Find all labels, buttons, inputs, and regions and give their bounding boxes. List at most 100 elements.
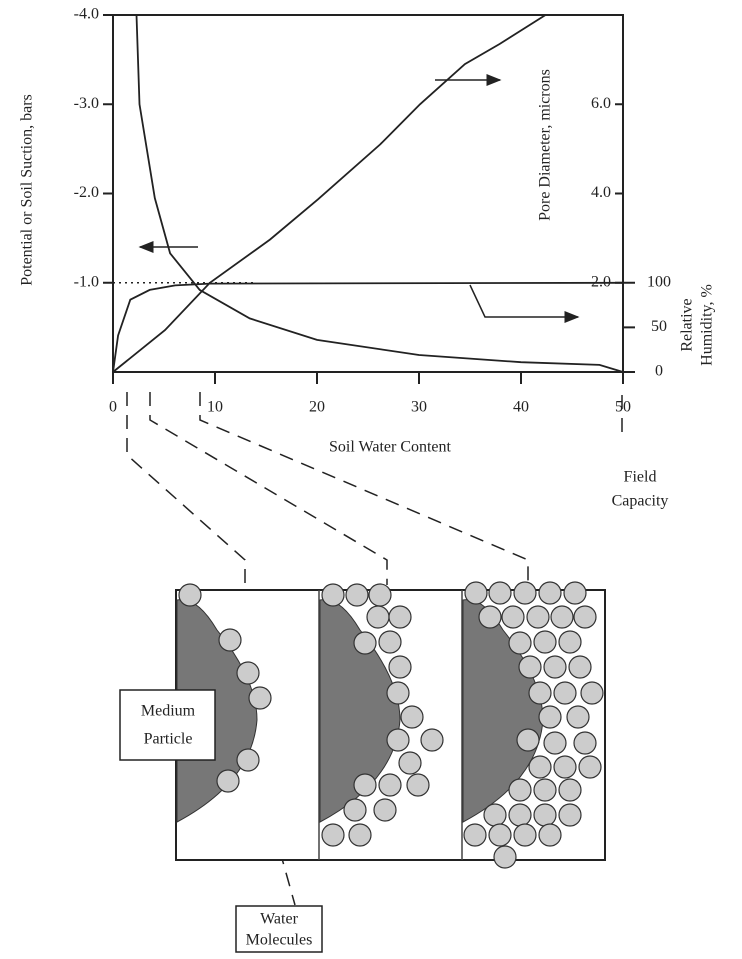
water-molecule [518, 655, 542, 679]
water-molecule [568, 655, 592, 679]
water-molecule [543, 731, 567, 755]
water-molecule [508, 631, 532, 655]
water-molecule [478, 605, 502, 629]
water-molecule [345, 583, 369, 607]
label-box [119, 689, 216, 761]
water-molecule [321, 823, 345, 847]
water-molecule [493, 845, 517, 869]
water-molecule [573, 605, 597, 629]
water-molecule [488, 823, 512, 847]
water-molecule [248, 686, 272, 710]
water-molecule [513, 823, 537, 847]
water-molecule [558, 630, 582, 654]
water-molecule [366, 605, 390, 629]
x-tick-label: 40 [513, 399, 529, 416]
water-molecule [218, 628, 242, 652]
water-molecule [533, 778, 557, 802]
water-molecule [236, 661, 260, 685]
water-molecule [513, 581, 537, 605]
water-molecule [343, 798, 367, 822]
water-molecule [368, 583, 392, 607]
water-molecule [178, 583, 202, 607]
y3-axis-title: Humidity, % [699, 284, 716, 366]
water-molecule [526, 605, 550, 629]
water-molecule [578, 755, 602, 779]
x-tick-label: 10 [207, 399, 223, 416]
annotation: Water [260, 911, 298, 928]
annotation: Field [624, 469, 657, 486]
water-molecule [463, 823, 487, 847]
y2-tick-label: 2.0 [591, 273, 611, 290]
y2-axis-title: Pore Diameter, microns [537, 69, 554, 221]
water-molecule [464, 581, 488, 605]
annotation: Medium [141, 703, 196, 720]
water-molecule [373, 798, 397, 822]
data-line [112, 14, 546, 373]
water-molecule [538, 581, 562, 605]
water-molecule [488, 581, 512, 605]
y2-tick-label: 6.0 [591, 95, 611, 112]
water-molecule [558, 778, 582, 802]
water-molecule [483, 803, 507, 827]
water-molecule [216, 769, 240, 793]
water-molecule [398, 751, 422, 775]
water-molecule [508, 778, 532, 802]
particle-diagram [175, 581, 606, 869]
label-box [235, 905, 323, 953]
y3-axis-title: Relative [679, 298, 696, 351]
water-molecule [566, 705, 590, 729]
x-tick-label: 0 [109, 399, 117, 416]
water-molecule [501, 605, 525, 629]
water-molecule [538, 823, 562, 847]
water-molecule [388, 605, 412, 629]
water-molecule [550, 605, 574, 629]
water-molecule [378, 773, 402, 797]
y-tick-label: -3.0 [74, 95, 99, 112]
x-tick-label: 20 [309, 399, 325, 416]
y3-tick-label: 0 [655, 363, 663, 380]
water-molecule [406, 773, 430, 797]
water-molecule [321, 583, 345, 607]
y-tick-label: -4.0 [74, 6, 99, 23]
water-molecule [563, 581, 587, 605]
y2-tick-label: 4.0 [591, 184, 611, 201]
y3-tick-label: 50 [651, 318, 667, 335]
water-molecule [400, 705, 424, 729]
y-tick-label: -1.0 [74, 273, 99, 290]
y-tick-label: -2.0 [74, 184, 99, 201]
water-molecule [348, 823, 372, 847]
water-molecule [386, 728, 410, 752]
water-molecule [543, 655, 567, 679]
water-molecule [528, 681, 552, 705]
water-molecule [538, 705, 562, 729]
x-tick-label: 30 [411, 399, 427, 416]
water-molecule [388, 655, 412, 679]
water-molecule [528, 755, 552, 779]
water-molecule [553, 755, 577, 779]
water-molecule [353, 773, 377, 797]
water-molecule [386, 681, 410, 705]
annotation: Particle [144, 731, 193, 748]
data-line [135, 14, 624, 373]
water-molecule [533, 803, 557, 827]
x-tick-label: 50 [615, 399, 631, 416]
water-molecule [558, 803, 582, 827]
water-molecule [420, 728, 444, 752]
water-molecule [573, 731, 597, 755]
y-axis-title: Potential or Soil Suction, bars [19, 94, 36, 286]
water-molecule [378, 630, 402, 654]
y3-tick-label: 100 [647, 273, 671, 290]
data-line [112, 281, 624, 373]
water-molecule [516, 728, 540, 752]
water-molecule [508, 803, 532, 827]
water-molecule [580, 681, 604, 705]
arrows [138, 74, 580, 323]
water-molecule [236, 748, 260, 772]
water-molecule [533, 630, 557, 654]
annotation: Capacity [612, 493, 669, 510]
water-molecule [553, 681, 577, 705]
annotation: Molecules [246, 932, 313, 949]
water-molecule [353, 631, 377, 655]
